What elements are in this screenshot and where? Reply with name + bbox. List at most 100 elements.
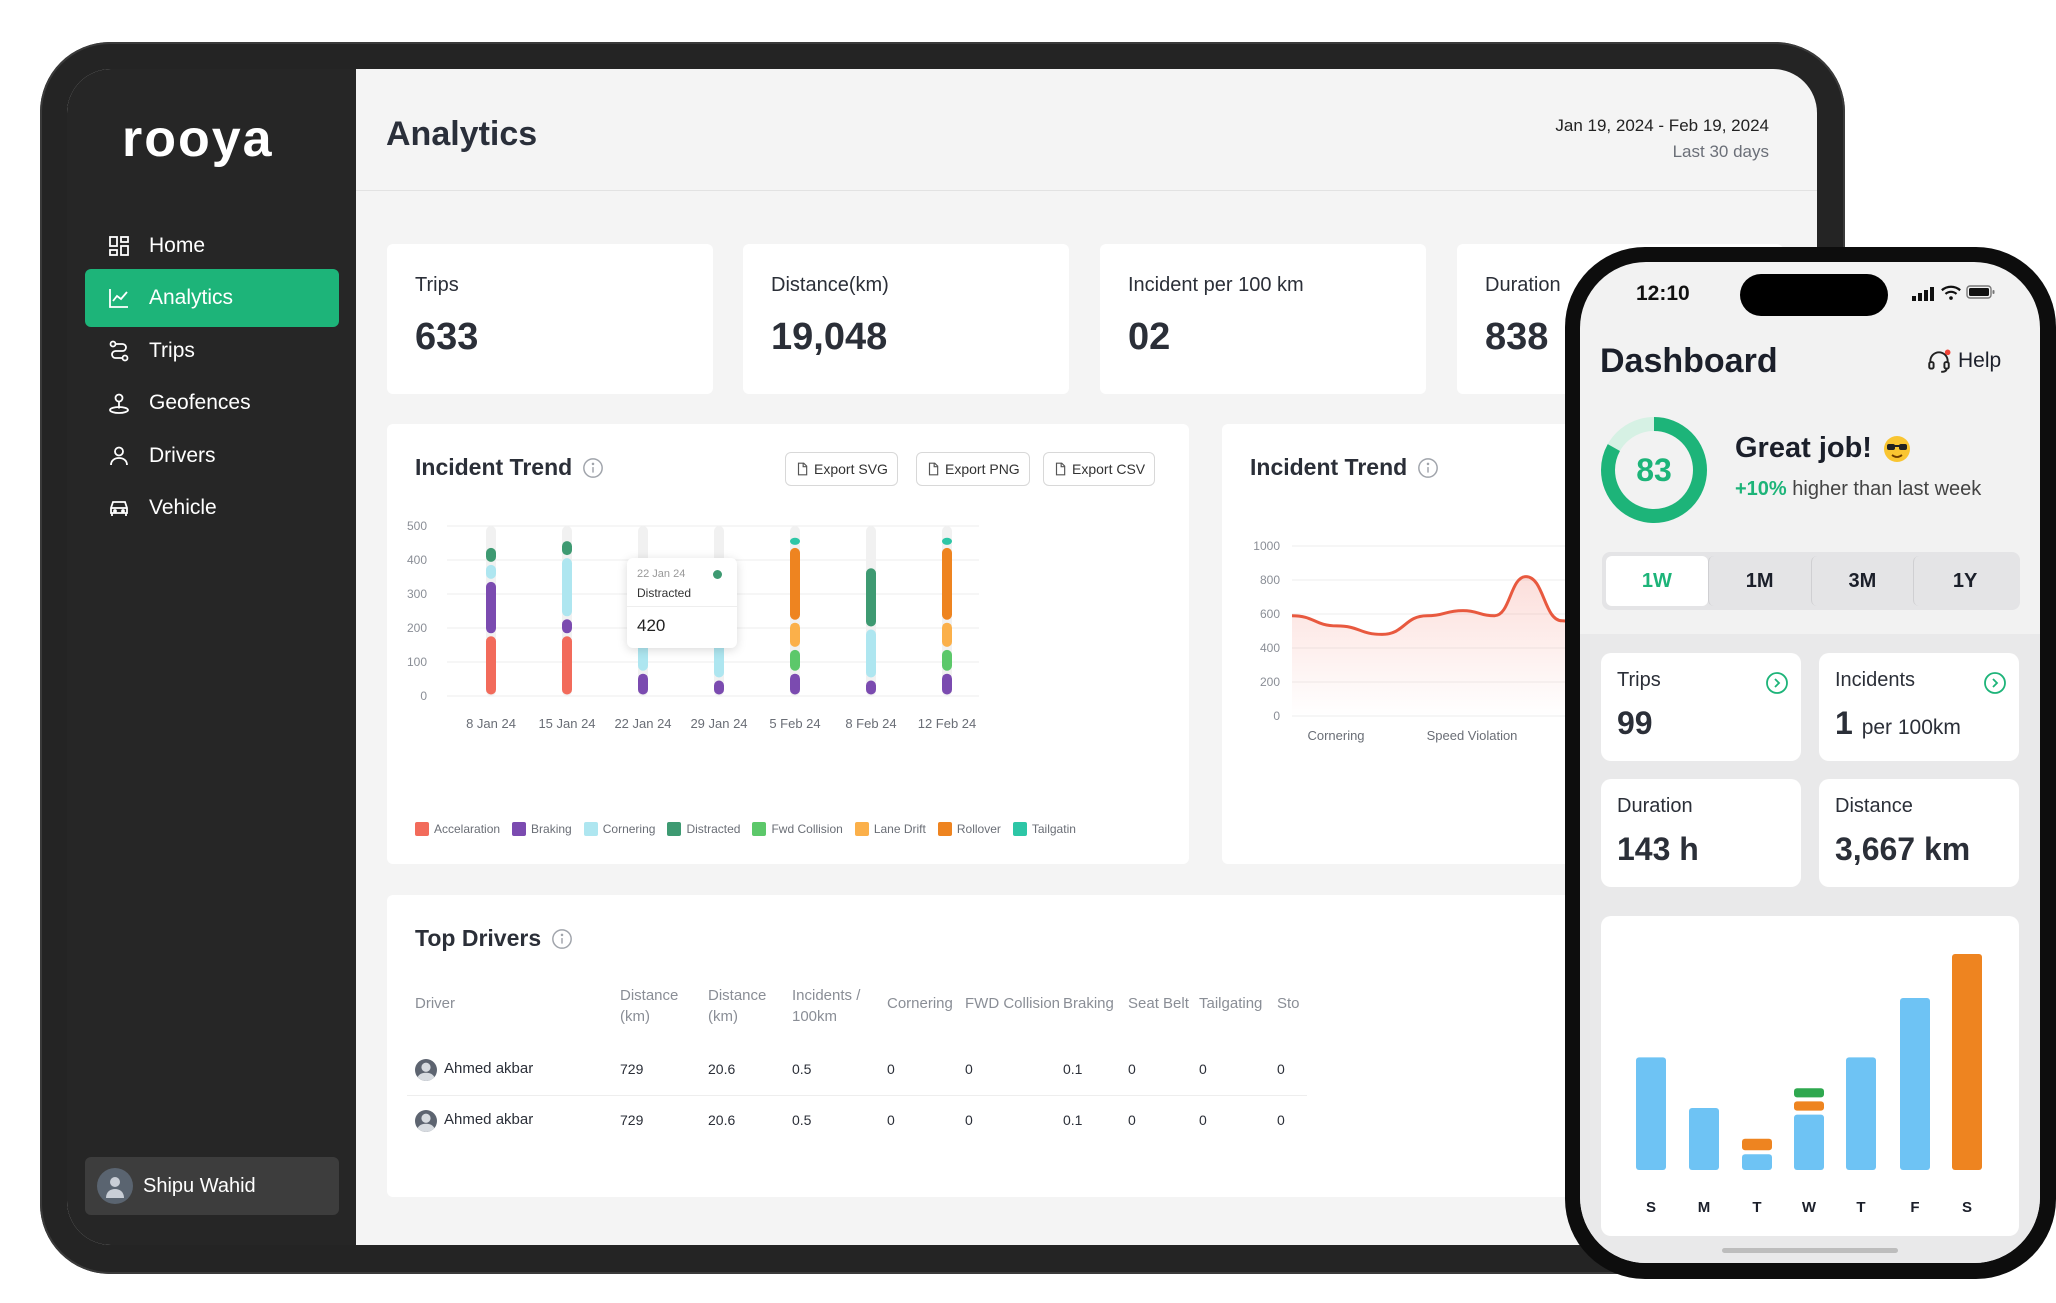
nav-label: Drivers (149, 444, 216, 467)
card-value: 143 h (1617, 831, 1699, 867)
nav-item-analytics[interactable]: Analytics (85, 269, 339, 327)
column-header: Sto (1277, 993, 1300, 1014)
legend-swatch (937, 822, 952, 836)
location-pin-icon (105, 389, 133, 417)
export-label: Export PNG (945, 461, 1020, 477)
nav-label: Geofences (149, 391, 251, 414)
table-cell: 0.5 (792, 1112, 812, 1128)
x-tick-label: 22 Jan 24 (614, 716, 671, 731)
legend-item: Cornering (583, 822, 655, 836)
export-csv-button[interactable]: Export CSV (1043, 452, 1156, 486)
export-label: Export CSV (1072, 461, 1146, 477)
card-label: Trips (1617, 669, 1661, 691)
range-tab-3m[interactable]: 3M (1810, 556, 1914, 606)
table-cell: 0 (965, 1061, 973, 1077)
legend-label: Fwd Collision (771, 822, 843, 836)
phone-card-incidents[interactable]: Incidents 1 per 100km (1819, 653, 2019, 761)
date-range-picker[interactable]: Jan 19, 2024 - Feb 19, 2024 Last 30 days (1555, 113, 1769, 165)
phone-card-duration[interactable]: Duration 143 h (1601, 779, 1801, 887)
page-title: Analytics (386, 115, 538, 153)
headline: Great job! (1735, 432, 1912, 465)
legend-label: Braking (531, 822, 572, 836)
legend-item: Fwd Collision (752, 822, 843, 836)
info-icon[interactable] (1417, 457, 1439, 479)
sunglasses-emoji-icon (1883, 435, 1910, 462)
avatar (415, 1110, 437, 1132)
bar-segment (942, 673, 952, 695)
column-header-line: (km) (708, 1008, 738, 1025)
info-icon[interactable] (582, 457, 604, 479)
table-cell: 0 (887, 1112, 895, 1128)
legend-swatch (854, 822, 869, 836)
column-header-line: 100km (792, 1008, 838, 1025)
column-header: FWD Collision (965, 993, 1060, 1014)
weekly-day-label: T (1752, 1199, 1761, 1216)
help-button[interactable]: Help (1926, 348, 2001, 374)
tooltip-divider (627, 606, 737, 607)
table-row[interactable]: Ahmed akbar 729 20.6 0.5 0 0 0.1 0 0 0 (387, 1045, 1817, 1096)
legend-item: Rollover (937, 822, 1001, 836)
driver-name: Ahmed akbar (444, 1060, 534, 1077)
export-svg-button[interactable]: Export SVG (785, 452, 898, 486)
y-tick-label: 200 (1260, 675, 1280, 689)
column-header-line: (km) (620, 1008, 650, 1025)
route-icon (105, 337, 133, 365)
date-range-text: Jan 19, 2024 - Feb 19, 2024 (1555, 116, 1769, 135)
chart-legend: Accelaration Braking Cornering Distracted Fw… (415, 822, 1088, 841)
phone-card-distance[interactable]: Distance 3,667 km (1819, 779, 2019, 887)
incident-trend-stacked-chart: 0 100 200 300 400 500 8 Jan 24 15 Jan 24 22 Jan … (407, 519, 979, 731)
weekly-day-label: S (1646, 1199, 1656, 1216)
avatar (415, 1059, 437, 1081)
column-header: Distance (km) (620, 985, 678, 1027)
headset-icon (1928, 349, 1951, 373)
stat-card-incidents: Incident per 100 km 02 (1100, 244, 1426, 394)
range-tab-1w[interactable]: 1W (1606, 556, 1708, 606)
headline-text: Great job! (1735, 432, 1872, 464)
dashboard-grid-icon (105, 232, 133, 260)
tooltip-category: Distracted (637, 586, 692, 600)
legend-item: Lane Drift (854, 822, 926, 836)
bar-segment (562, 636, 572, 695)
stat-value: 838 (1485, 316, 1549, 358)
column-header: Cornering (887, 993, 953, 1014)
bar-segment (638, 673, 648, 695)
column-header-line: Braking (1063, 995, 1114, 1012)
chevron-right-circle-icon[interactable] (1765, 671, 1789, 695)
nav-item-trips[interactable]: Trips (85, 322, 339, 380)
info-icon[interactable] (551, 928, 573, 950)
table-cell: 0 (1199, 1061, 1207, 1077)
range-tab-1y[interactable]: 1Y (1913, 556, 2016, 606)
column-header: Incidents / 100km (792, 985, 860, 1027)
score-value: 83 (1636, 451, 1672, 488)
x-tick-label: Cornering (1307, 728, 1364, 743)
nav-item-vehicle[interactable]: Vehicle (85, 479, 339, 537)
column-header: Seat Belt (1128, 993, 1189, 1014)
card-title-text: Incident Trend (415, 454, 573, 480)
nav-label: Analytics (149, 286, 234, 309)
table-cell: 0 (1277, 1061, 1285, 1077)
card-title: Incident Trend (1250, 454, 1439, 481)
brand-logo: rooya (122, 110, 274, 168)
user-profile-chip[interactable]: Shipu Wahid (85, 1157, 339, 1215)
nav-item-home[interactable]: Home (85, 217, 339, 275)
nav-item-drivers[interactable]: Drivers (85, 427, 339, 485)
stat-card-trips: Trips 633 (387, 244, 713, 394)
chevron-right-circle-icon[interactable] (1983, 671, 2007, 695)
nav-label: Trips (149, 339, 195, 362)
export-png-button[interactable]: Export PNG (916, 452, 1030, 486)
bar-segment (790, 649, 800, 671)
ring-progress (1601, 417, 1707, 523)
header-divider (356, 190, 1817, 191)
y-tick-label: 400 (1260, 641, 1280, 655)
range-tab-1m[interactable]: 1M (1707, 556, 1811, 606)
table-row[interactable]: Ahmed akbar 729 20.6 0.5 0 0 0.1 0 0 0 (387, 1095, 1817, 1147)
help-label: Help (1958, 349, 2002, 372)
bar-segment (790, 622, 800, 647)
x-tick-label: 15 Jan 24 (538, 716, 595, 731)
weekly-bar-segment (1794, 1101, 1824, 1111)
nav-item-geofences[interactable]: Geofences (85, 374, 339, 432)
column-header-line: FWD Collision (965, 995, 1061, 1012)
phone-card-trips[interactable]: Trips 99 (1601, 653, 1801, 761)
column-header: Tailgating (1199, 993, 1262, 1014)
